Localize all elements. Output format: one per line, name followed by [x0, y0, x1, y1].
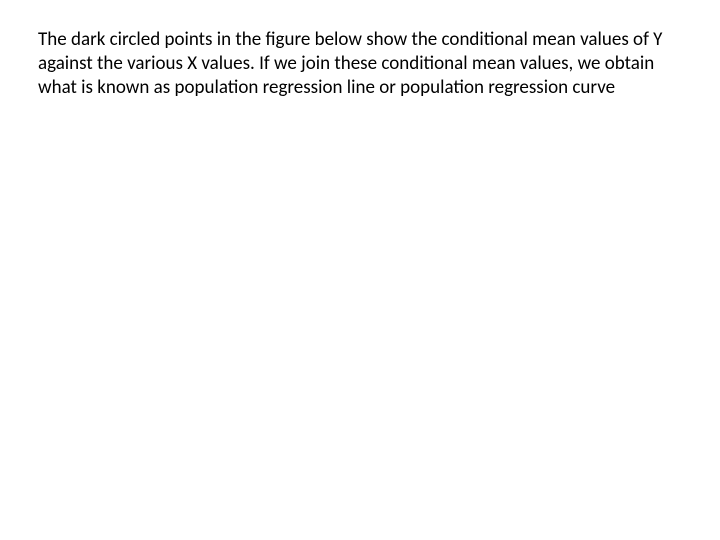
slide-body-text: The dark circled points in the figure be…: [38, 28, 682, 99]
slide-container: The dark circled points in the figure be…: [0, 0, 720, 540]
